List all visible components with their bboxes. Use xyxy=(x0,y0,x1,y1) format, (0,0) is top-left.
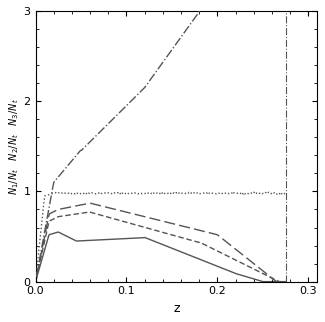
Y-axis label: $N_1/N_t$   $N_2/N_t$   $N_3/N_t$: $N_1/N_t$ $N_2/N_t$ $N_3/N_t$ xyxy=(7,98,21,195)
X-axis label: z: z xyxy=(173,302,180,315)
